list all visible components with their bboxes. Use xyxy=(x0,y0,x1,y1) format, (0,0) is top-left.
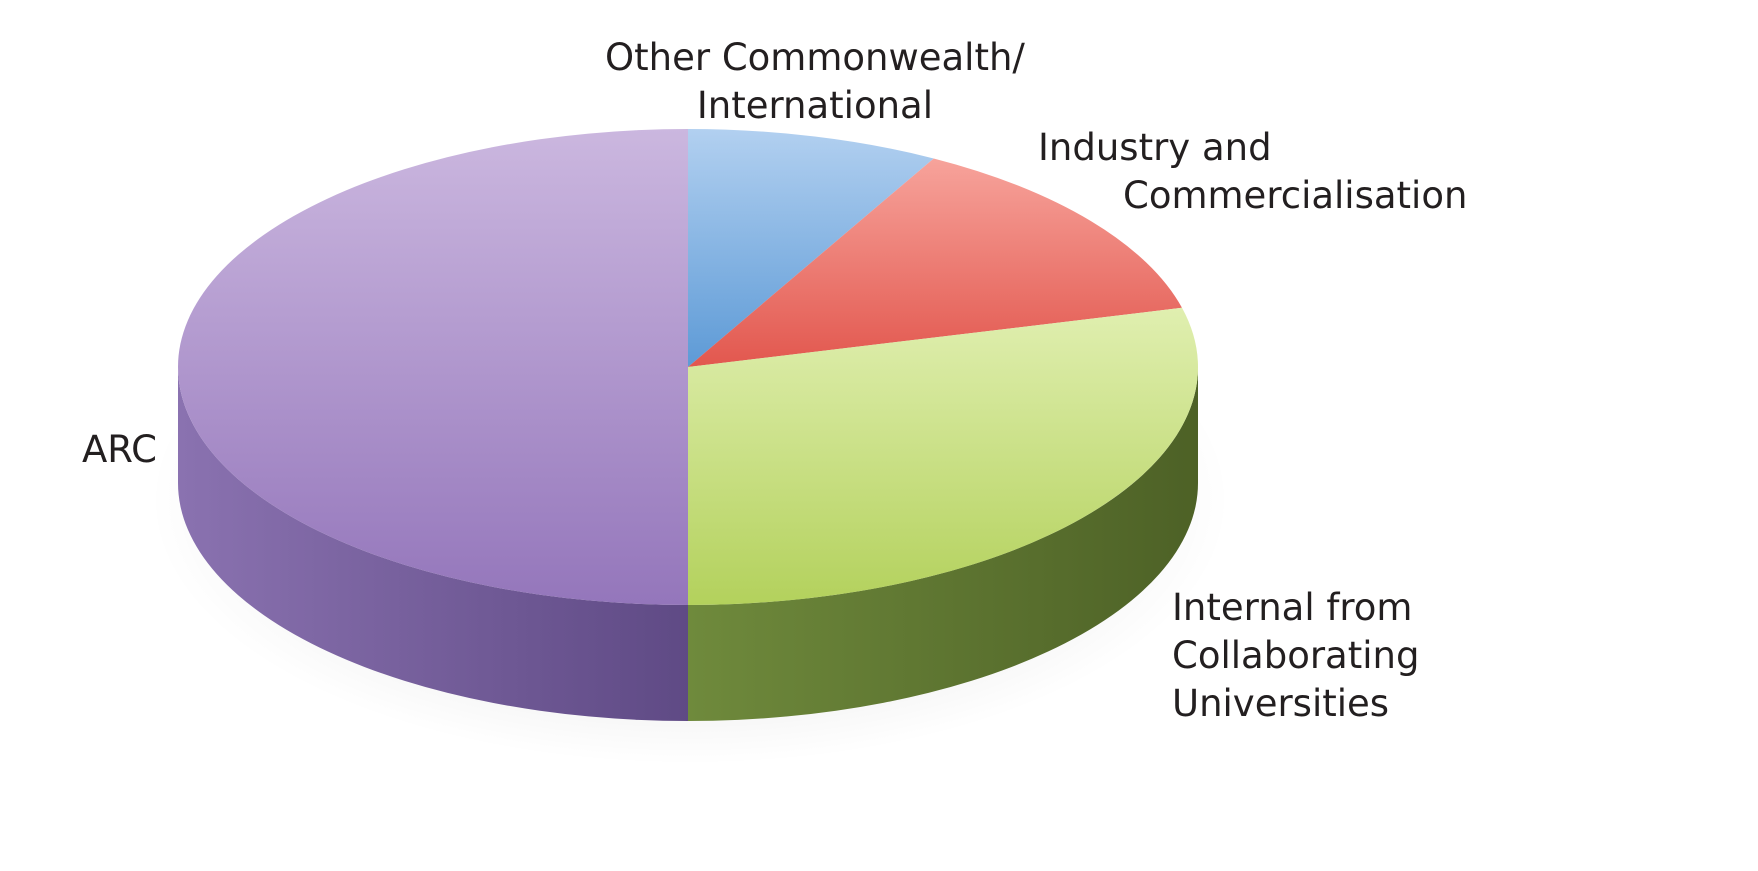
pie-label-line: Other Commonwealth/ xyxy=(605,36,1025,79)
pie-label-line: Commercialisation xyxy=(1123,174,1468,217)
pie-side-internal-from-collaborating-universities xyxy=(688,367,1198,721)
pie-label-line: Industry and xyxy=(1038,126,1272,169)
pie-label-line: ARC xyxy=(82,428,158,471)
pie-label-line: Internal from xyxy=(1172,586,1413,629)
pie-label-line: Collaborating xyxy=(1172,634,1420,677)
pie-label-arc: ARC xyxy=(82,426,157,474)
pie-slice-other-commonwealth-international xyxy=(688,129,934,367)
pie-label-line: International xyxy=(696,84,934,127)
pie-slice-internal-from-collaborating-universities xyxy=(688,307,1199,605)
pie-label-line: Universities xyxy=(1172,682,1390,725)
pie-slice-arc xyxy=(178,129,688,605)
pie-label-internal-from-collaborating-universities: Internal from Collaborating Universities xyxy=(1172,584,1419,728)
pie-side-arc xyxy=(178,367,688,721)
pie-slice-industry-and-commercialisation xyxy=(688,158,1182,367)
pie-label-other-commonwealth-international: Other Commonwealth/International xyxy=(605,34,1025,130)
pie-label-industry-and-commercialisation: Industry and Commercialisation xyxy=(1038,124,1467,220)
pie-side-layer xyxy=(178,367,1198,721)
pie-top-layer xyxy=(178,129,1199,605)
